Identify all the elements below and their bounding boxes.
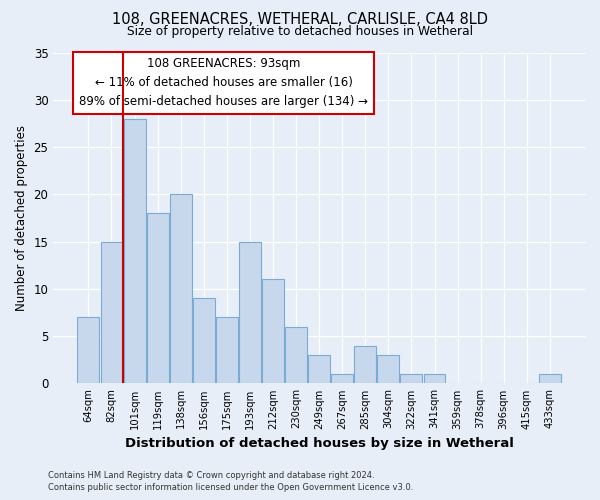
Bar bbox=[216, 317, 238, 384]
Bar bbox=[331, 374, 353, 384]
Bar bbox=[377, 355, 400, 384]
Bar bbox=[308, 355, 330, 384]
Text: Size of property relative to detached houses in Wetheral: Size of property relative to detached ho… bbox=[127, 25, 473, 38]
Text: 108, GREENACRES, WETHERAL, CARLISLE, CA4 8LD: 108, GREENACRES, WETHERAL, CARLISLE, CA4… bbox=[112, 12, 488, 28]
Bar bbox=[285, 326, 307, 384]
Bar bbox=[170, 194, 191, 384]
Text: 108 GREENACRES: 93sqm
← 11% of detached houses are smaller (16)
89% of semi-deta: 108 GREENACRES: 93sqm ← 11% of detached … bbox=[79, 58, 368, 108]
Bar bbox=[355, 346, 376, 384]
Y-axis label: Number of detached properties: Number of detached properties bbox=[15, 125, 28, 311]
Bar bbox=[424, 374, 445, 384]
Bar bbox=[77, 317, 100, 384]
Bar bbox=[539, 374, 561, 384]
Bar bbox=[146, 213, 169, 384]
Bar bbox=[400, 374, 422, 384]
Text: Contains HM Land Registry data © Crown copyright and database right 2024.
Contai: Contains HM Land Registry data © Crown c… bbox=[48, 471, 413, 492]
Bar bbox=[262, 280, 284, 384]
Bar bbox=[239, 242, 261, 384]
Bar bbox=[101, 242, 122, 384]
Bar bbox=[193, 298, 215, 384]
Bar bbox=[124, 118, 146, 384]
X-axis label: Distribution of detached houses by size in Wetheral: Distribution of detached houses by size … bbox=[125, 437, 514, 450]
